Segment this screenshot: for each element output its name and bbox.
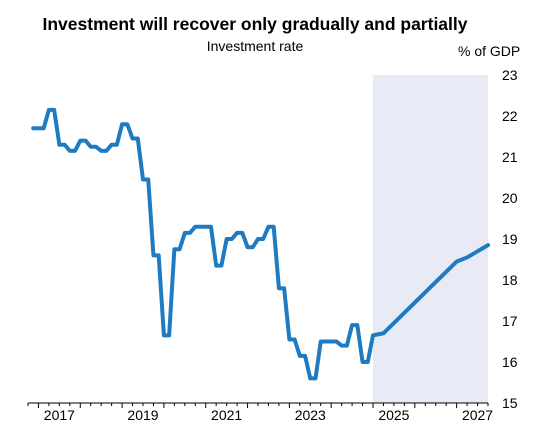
x-tick-label: 2017 xyxy=(44,407,75,423)
y-axis-ticks: 15 16 17 18 19 20 21 22 23 xyxy=(502,67,518,411)
y-tick-label: 23 xyxy=(502,67,518,83)
x-tick-label: 2025 xyxy=(378,407,409,423)
forecast-shade xyxy=(373,75,488,403)
y-tick-label: 19 xyxy=(502,231,518,247)
y-tick-label: 16 xyxy=(502,354,518,370)
y-axis-unit-label: % of GDP xyxy=(458,43,521,59)
x-tick-label: 2027 xyxy=(462,407,493,423)
x-tick-label: 2021 xyxy=(211,407,242,423)
y-tick-label: 17 xyxy=(502,313,518,329)
investment-rate-line xyxy=(31,107,490,381)
y-tick-label: 20 xyxy=(502,190,518,206)
y-tick-label: 18 xyxy=(502,272,518,288)
x-tick-label: 2019 xyxy=(127,407,158,423)
x-tick-label: 2023 xyxy=(295,407,326,423)
y-tick-label: 15 xyxy=(502,395,518,411)
x-axis-ticks: 2017 2019 2021 2023 2025 2027 xyxy=(44,407,494,423)
chart-subtitle: Investment rate xyxy=(206,38,304,54)
x-axis xyxy=(27,402,489,408)
y-tick-label: 22 xyxy=(502,108,518,124)
y-tick-label: 21 xyxy=(502,149,518,165)
chart-title: Investment will recover only gradually a… xyxy=(42,14,468,34)
